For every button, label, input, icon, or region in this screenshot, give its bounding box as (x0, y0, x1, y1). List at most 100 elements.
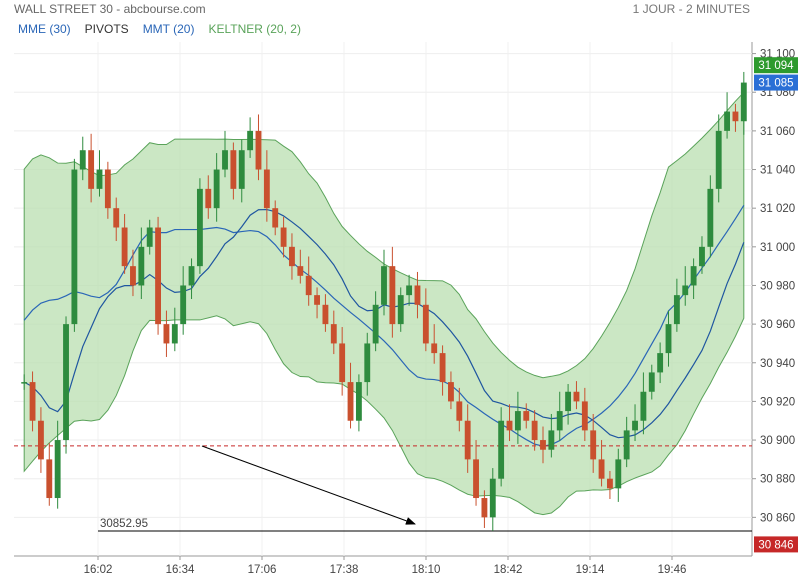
y-tick-label: 31 020 (760, 203, 795, 215)
period-label: 1 JOUR - 2 MINUTES (632, 2, 750, 16)
svg-text:31 085: 31 085 (758, 78, 793, 90)
legend-mme[interactable]: MME (30) (18, 22, 71, 36)
candle-body (439, 353, 446, 383)
candle-body (422, 304, 429, 344)
y-tick-label: 30 900 (760, 435, 795, 447)
candle-body (138, 246, 145, 286)
support-line-label: 30852.95 (100, 518, 148, 530)
candle-body (464, 420, 471, 460)
candle-body (489, 478, 496, 518)
candle-body (63, 324, 69, 441)
candle-body (330, 324, 337, 344)
candle-body (222, 150, 228, 170)
candle-body (272, 208, 279, 228)
candle-body (37, 420, 44, 460)
x-tick-label: 19:14 (576, 564, 605, 576)
candle-body (506, 420, 513, 431)
x-tick-label: 19:46 (658, 564, 687, 576)
candle-body (155, 227, 161, 325)
candle-body (88, 150, 95, 189)
candle-body (473, 459, 479, 499)
x-tick-label: 17:06 (248, 564, 277, 576)
candle-body (523, 411, 530, 421)
candle-body (289, 246, 295, 267)
candle-body (707, 188, 714, 247)
legend-mmt[interactable]: MMT (20) (142, 22, 195, 36)
x-tick-label: 16:34 (166, 564, 195, 576)
candle-body (724, 111, 731, 131)
x-tick-label: 18:10 (412, 564, 441, 576)
candle-body (732, 111, 739, 122)
candle-body (205, 188, 212, 209)
candle-body (498, 420, 505, 479)
price-tag: 31 085 (754, 74, 798, 91)
candle-body (565, 391, 572, 412)
candle-body (690, 266, 697, 286)
candle-body (79, 150, 86, 170)
candle-body (54, 440, 61, 499)
candle-body (632, 420, 638, 431)
candle-body (146, 227, 153, 247)
price-tag: 31 094 (754, 57, 798, 74)
candle-body (188, 266, 195, 286)
candle-body (305, 275, 312, 296)
mmt-line (23, 204, 745, 447)
candle-body (548, 430, 555, 450)
candle-body (263, 169, 270, 209)
candle-body (238, 150, 245, 189)
candle-body (657, 353, 664, 373)
candle-body (381, 266, 387, 305)
candle-body (514, 411, 521, 431)
y-tick-label: 31 000 (760, 242, 795, 254)
x-tick-label: 18:42 (494, 564, 523, 576)
candle-body (347, 382, 354, 421)
candle-body (598, 459, 605, 479)
candle-body (581, 401, 588, 431)
candle-body (297, 266, 304, 276)
candle-body (648, 372, 655, 392)
candle-body (590, 430, 597, 460)
candle-body (255, 130, 262, 170)
y-tick-label: 30 980 (760, 280, 795, 292)
candle-body (163, 324, 170, 344)
candle-body (481, 498, 488, 518)
candle-body (456, 401, 463, 421)
candle-body (740, 82, 747, 122)
candle-body (29, 382, 36, 421)
candle-body (607, 478, 613, 489)
y-tick-label: 30 960 (760, 319, 795, 331)
candle-body (372, 304, 379, 344)
legend-keltner[interactable]: KELTNER (20, 2) (208, 22, 301, 36)
candle-body (364, 343, 371, 383)
candle-body (556, 411, 563, 431)
candle-body (230, 150, 237, 189)
x-tick-label: 17:38 (330, 564, 359, 576)
candle-body (355, 382, 362, 421)
candle-body (247, 130, 254, 151)
indicator-legend: MME (30) PIVOTS MMT (20) KELTNER (20, 2) (18, 22, 301, 36)
y-tick-label: 30 860 (760, 512, 795, 524)
candle-body (406, 285, 413, 296)
svg-text:30 846: 30 846 (758, 539, 793, 551)
candle-body (213, 169, 220, 209)
candle-body (322, 304, 329, 325)
candle-body (699, 246, 705, 267)
candle-body (414, 285, 421, 305)
y-tick-label: 31 060 (760, 126, 795, 138)
candle-body (531, 420, 538, 441)
candle-body (314, 295, 320, 305)
annotation-arrow (201, 445, 416, 525)
price-tag: 30 846 (754, 536, 798, 553)
candle-body (431, 343, 438, 354)
svg-text:31 094: 31 094 (758, 60, 794, 72)
candle-body (623, 430, 630, 460)
candle-body (46, 459, 53, 499)
candle-body (71, 169, 78, 325)
candle-body (96, 169, 103, 189)
candle-body (121, 227, 128, 267)
candle-body (673, 295, 680, 325)
legend-pivots[interactable]: PIVOTS (84, 22, 129, 36)
candle-body (665, 324, 672, 354)
candle-body (640, 391, 647, 421)
